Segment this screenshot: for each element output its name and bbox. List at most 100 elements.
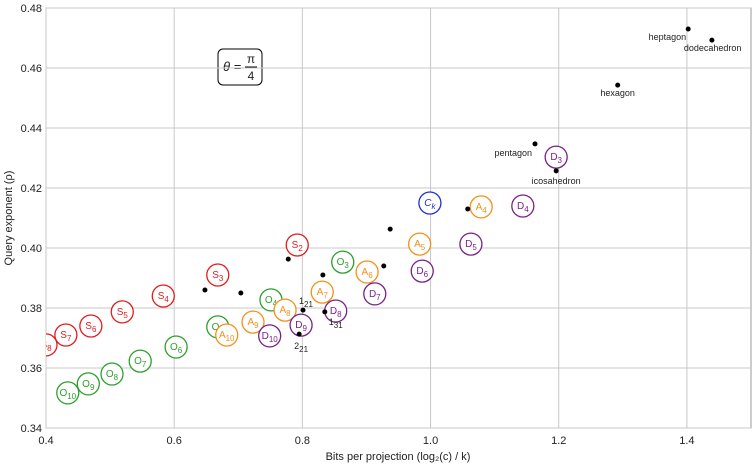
point-dot xyxy=(322,309,328,315)
dot-label: pentagon xyxy=(494,148,532,158)
point-label: A10 xyxy=(219,330,235,343)
point-label: S5 xyxy=(117,307,129,320)
point-letter: A xyxy=(247,317,254,328)
point-letter: S xyxy=(85,321,92,332)
point-dot xyxy=(202,287,208,293)
point-sub: 10 xyxy=(269,335,278,344)
point-letter: O xyxy=(212,322,220,333)
point-letter: D xyxy=(369,289,376,300)
point-dot xyxy=(300,307,306,313)
x-tick-label: 1.4 xyxy=(679,435,694,447)
point-dot xyxy=(387,226,393,232)
dot-label-text: icosahedron xyxy=(532,176,581,186)
point-circle xyxy=(241,310,265,334)
point-circle xyxy=(79,314,103,338)
point-label: S4 xyxy=(158,291,170,304)
point-letter: A xyxy=(414,239,421,250)
point-dot xyxy=(465,206,471,212)
point-sub: 4 xyxy=(273,299,278,308)
point-sub: 3 xyxy=(558,156,563,165)
point-circle xyxy=(151,284,175,308)
point-sub: 8 xyxy=(114,373,119,382)
point-label: O9 xyxy=(82,379,95,392)
point-sub: 4 xyxy=(164,295,169,304)
point-sub: 9 xyxy=(90,383,95,392)
point-circle xyxy=(273,298,297,322)
point-letter: A xyxy=(219,330,226,341)
point-letter: D xyxy=(295,320,302,331)
point-sub: 7 xyxy=(376,293,381,302)
point-sub: 7 xyxy=(323,291,328,300)
annotation: θ = π 4 xyxy=(217,48,263,86)
point-circle xyxy=(46,333,58,357)
dot-label: icosahedron xyxy=(532,176,581,186)
point-label: D8 xyxy=(330,306,342,319)
point-dot xyxy=(685,26,691,32)
point-label: D5 xyxy=(465,239,477,252)
point-letter: O xyxy=(134,356,142,367)
point-circle xyxy=(54,323,78,347)
point-sub: 3 xyxy=(219,274,224,283)
point-circle xyxy=(469,195,493,219)
point-label: O3 xyxy=(337,257,350,270)
point-letter: A xyxy=(279,305,286,316)
y-tick-label: 0.44 xyxy=(21,123,42,135)
point-circle xyxy=(331,250,355,274)
point-letter: O xyxy=(265,295,273,306)
point-label: D7 xyxy=(369,289,381,302)
point-label: A7 xyxy=(317,287,329,300)
points: S2S3S4S5S6S7S8O3O4O5O6O7O8O9O10A4A5A6A7A… xyxy=(40,26,742,405)
dot-label-text: dodecahedron xyxy=(684,43,742,53)
point-label: Ck xyxy=(424,198,436,211)
dot-label: hexagon xyxy=(600,88,635,98)
dot-label-text: heptagon xyxy=(649,32,687,42)
x-tick-label: 0.6 xyxy=(167,435,182,447)
point-label: D3 xyxy=(550,152,562,165)
dot-label-sub: 31 xyxy=(334,321,343,330)
point-circle xyxy=(289,313,313,337)
point-circle xyxy=(76,372,100,396)
point-letter: A xyxy=(362,267,369,278)
dot-label-text: 2 xyxy=(294,341,299,351)
annotation-lhs: θ = xyxy=(223,59,242,74)
point-label: S3 xyxy=(212,270,224,283)
x-axis-label: Bits per projection (log₂(c) / k) xyxy=(326,451,471,463)
dot-label: heptagon xyxy=(649,32,687,42)
dot-label-sub: 21 xyxy=(299,345,308,354)
y-tick-label: 0.34 xyxy=(21,423,42,435)
y-tick-label: 0.40 xyxy=(21,243,42,255)
plot-area xyxy=(45,7,752,429)
point-label: O4 xyxy=(265,295,278,308)
point-circle xyxy=(355,260,379,284)
point-letter: A xyxy=(476,202,483,213)
point-dot xyxy=(532,141,538,147)
point-dot xyxy=(553,168,559,174)
point-label: O7 xyxy=(134,356,147,369)
point-sub: 6 xyxy=(92,325,97,334)
y-tick-label: 0.48 xyxy=(21,3,42,15)
dot-label: 221 xyxy=(294,341,308,354)
point-label: D4 xyxy=(517,201,529,214)
point-circle xyxy=(285,233,309,257)
point-circle xyxy=(215,323,239,347)
point-circle xyxy=(164,335,188,359)
point-sub: 4 xyxy=(524,205,529,214)
point-letter: D xyxy=(550,152,557,163)
point-circle xyxy=(258,324,282,348)
point-letter: O xyxy=(170,342,178,353)
point-dot xyxy=(320,272,326,278)
y-tick-label: 0.38 xyxy=(21,303,42,315)
point-letter: S xyxy=(212,270,219,281)
point-circle xyxy=(100,362,124,386)
point-dot xyxy=(285,256,291,262)
point-sub: 3 xyxy=(344,261,349,270)
point-label: S8 xyxy=(40,340,52,353)
point-letter: D xyxy=(262,331,269,342)
point-sub: 9 xyxy=(254,321,259,330)
point-label: A8 xyxy=(279,305,291,318)
point-letter: S xyxy=(158,291,165,302)
point-letter: D xyxy=(330,306,337,317)
point-dot xyxy=(709,37,715,43)
point-circle xyxy=(418,191,442,215)
point-circle xyxy=(310,280,334,304)
